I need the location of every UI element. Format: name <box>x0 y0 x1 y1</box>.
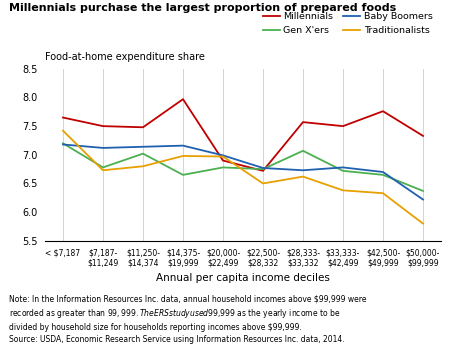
Millennials <box>260 169 265 173</box>
Gen X'ers <box>220 165 226 170</box>
Gen X'ers <box>180 173 186 177</box>
Traditionalists <box>260 181 265 185</box>
Millennials <box>140 125 146 129</box>
Baby Boomers <box>220 153 226 158</box>
Traditionalists <box>140 164 146 168</box>
Line: Gen X'ers: Gen X'ers <box>63 143 423 191</box>
Traditionalists <box>180 154 186 158</box>
Baby Boomers <box>140 145 146 149</box>
Traditionalists <box>300 174 306 179</box>
Text: Food-at-home expenditure share: Food-at-home expenditure share <box>45 52 205 62</box>
X-axis label: Annual per capita income deciles: Annual per capita income deciles <box>156 273 330 283</box>
Line: Millennials: Millennials <box>63 99 423 171</box>
Legend: Millennials, Gen X'ers, Baby Boomers, Traditionalists: Millennials, Gen X'ers, Baby Boomers, Tr… <box>259 8 436 39</box>
Traditionalists <box>100 168 106 172</box>
Gen X'ers <box>60 141 66 146</box>
Text: Note: In the Information Resources Inc. data, annual household incomes above $99: Note: In the Information Resources Inc. … <box>9 295 366 344</box>
Gen X'ers <box>300 149 306 153</box>
Gen X'ers <box>100 165 106 170</box>
Gen X'ers <box>260 167 265 171</box>
Baby Boomers <box>380 170 386 174</box>
Millennials <box>420 134 426 138</box>
Baby Boomers <box>300 168 306 172</box>
Millennials <box>300 120 306 124</box>
Millennials <box>100 124 106 128</box>
Baby Boomers <box>340 165 346 170</box>
Line: Traditionalists: Traditionalists <box>63 131 423 224</box>
Line: Baby Boomers: Baby Boomers <box>63 144 423 200</box>
Baby Boomers <box>100 146 106 150</box>
Gen X'ers <box>420 189 426 193</box>
Traditionalists <box>220 154 226 159</box>
Traditionalists <box>60 129 66 133</box>
Baby Boomers <box>260 166 265 170</box>
Millennials <box>340 124 346 128</box>
Traditionalists <box>420 222 426 226</box>
Millennials <box>220 159 226 163</box>
Millennials <box>60 116 66 120</box>
Traditionalists <box>340 188 346 192</box>
Text: Millennials purchase the largest proportion of prepared foods: Millennials purchase the largest proport… <box>9 3 396 13</box>
Gen X'ers <box>340 169 346 173</box>
Millennials <box>380 109 386 113</box>
Millennials <box>180 97 186 101</box>
Baby Boomers <box>60 142 66 147</box>
Baby Boomers <box>180 143 186 148</box>
Baby Boomers <box>420 197 426 202</box>
Traditionalists <box>380 191 386 195</box>
Gen X'ers <box>380 173 386 177</box>
Gen X'ers <box>140 152 146 156</box>
